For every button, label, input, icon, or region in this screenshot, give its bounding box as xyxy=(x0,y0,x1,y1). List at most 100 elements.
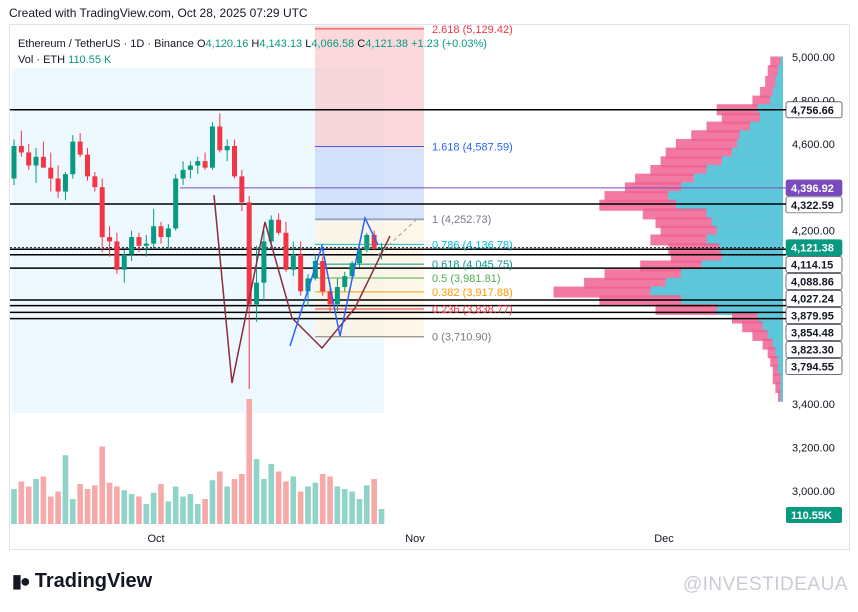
candle-body xyxy=(246,202,252,305)
price-tag-label: 3,854.48 xyxy=(791,328,834,340)
price-axis-tick: 3,400.00 xyxy=(792,399,835,411)
price-tag-label: 4,322.59 xyxy=(791,200,834,212)
price-tag xyxy=(785,341,843,358)
price-tag-label: 3,879.95 xyxy=(791,311,834,323)
candle-body xyxy=(70,141,76,175)
volume-bar xyxy=(136,496,142,524)
price-tag xyxy=(785,324,843,341)
candle-body xyxy=(62,174,68,192)
candle-body xyxy=(11,145,17,179)
projection-line xyxy=(377,219,417,256)
volume-bar xyxy=(92,485,98,524)
volume-profile-bar xyxy=(693,173,783,185)
tradingview-logo-icon: ▮● xyxy=(12,571,31,591)
volume-profile-bar xyxy=(716,225,783,237)
fib-level-label: 1.618 (4,587.59) xyxy=(432,141,513,153)
candle-body xyxy=(334,287,340,305)
volume-bar xyxy=(261,479,267,524)
open-value: 4,120.16 xyxy=(205,38,249,50)
fib-level-label: 0 (3,710.90) xyxy=(432,332,491,344)
pattern-zigzag-red xyxy=(213,194,391,384)
candle-body xyxy=(305,278,311,292)
candle-body xyxy=(129,237,135,255)
price-tag xyxy=(785,239,843,256)
fib-level-label: 1 (4,252.73) xyxy=(432,214,491,226)
volume-profile-bar xyxy=(711,217,783,229)
volume-profile-bar xyxy=(777,355,783,367)
volume-profile-bar xyxy=(760,86,783,98)
volume-profile-bar xyxy=(777,65,783,77)
volume-profile-bar xyxy=(770,95,783,107)
volume-profile-bar xyxy=(749,121,783,133)
volume-profile-bar xyxy=(777,364,783,376)
volume-profile-bar xyxy=(775,76,783,88)
volume-bar xyxy=(253,459,260,524)
candle-body xyxy=(151,226,157,244)
candle-body xyxy=(342,276,348,288)
symbol-title[interactable]: Ethereum / TetherUS · 1D · Binance xyxy=(18,38,194,50)
high-value: 4,143.13 xyxy=(259,38,303,50)
fib-level-label: 2.618 (5,129.42) xyxy=(432,24,513,36)
price-tag-label: 4,396.92 xyxy=(791,183,834,195)
candle-body xyxy=(290,254,296,270)
volume-bar xyxy=(327,476,333,524)
volume-bar xyxy=(121,490,128,524)
volume-profile-bar xyxy=(706,121,783,133)
volume-profile-bar xyxy=(691,130,783,142)
candle-body xyxy=(254,282,260,305)
candle-body xyxy=(320,260,326,292)
volume-profile-bar xyxy=(732,147,783,159)
volume-bar xyxy=(290,476,297,524)
candle-body xyxy=(114,241,120,270)
price-tag-label: 4,756.66 xyxy=(791,105,834,117)
candle-body xyxy=(173,178,179,229)
volume-profile-bar xyxy=(772,338,783,350)
volume-bar xyxy=(341,489,348,524)
chart-frame[interactable] xyxy=(9,24,850,550)
fib-extension-zone-red xyxy=(315,26,424,149)
candle-body xyxy=(165,228,171,238)
volume-profile-bar xyxy=(675,199,783,211)
candle-body xyxy=(187,165,193,170)
volume-profile-bar xyxy=(665,147,783,159)
volume-profile-bar xyxy=(701,260,783,272)
candle-body xyxy=(268,219,274,242)
price-axis-tick: 4,600.00 xyxy=(792,139,835,151)
candle-body xyxy=(224,145,230,151)
candle-body xyxy=(312,260,318,279)
candle-body xyxy=(33,156,39,166)
price-tag-label: 4,027.24 xyxy=(791,294,835,306)
candle-body xyxy=(327,291,333,305)
volume-profile-bar xyxy=(772,373,783,385)
candle-body xyxy=(158,226,164,238)
candle-body xyxy=(217,126,223,151)
time-axis-label: Oct xyxy=(147,533,164,545)
volume-profile-bar xyxy=(706,165,783,177)
volume-bar xyxy=(231,479,238,524)
volume-profile-bar xyxy=(716,303,783,315)
price-tag xyxy=(785,101,843,119)
candle-body xyxy=(99,187,105,238)
high-label: H xyxy=(251,38,260,50)
volume-profile-bar xyxy=(721,156,783,168)
price-tag-label: 3,794.55 xyxy=(791,362,834,374)
close-label: C xyxy=(357,38,366,50)
candle-body xyxy=(26,152,32,166)
price-tag-label: 4,114.15 xyxy=(791,260,833,272)
volume-bar xyxy=(70,499,76,524)
volume-profile-bar xyxy=(762,321,783,333)
candle-body xyxy=(55,178,61,192)
volume-profile-bar xyxy=(760,112,783,124)
volume-profile-bar xyxy=(675,138,783,150)
volume-profile-bar xyxy=(752,95,783,107)
price-tag xyxy=(785,307,843,324)
volume-bar xyxy=(371,479,377,524)
volume-profile-bar xyxy=(780,373,783,385)
fib-level-label: 0.5 (3,981.81) xyxy=(432,273,501,285)
volume-bar xyxy=(33,479,39,524)
tradingview-logo[interactable]: ▮● TradingView xyxy=(12,570,152,593)
price-axis-tick: 3,200.00 xyxy=(792,443,835,455)
watermark: @INVESTIDEAUA xyxy=(682,574,848,595)
volume-bar xyxy=(312,482,319,524)
